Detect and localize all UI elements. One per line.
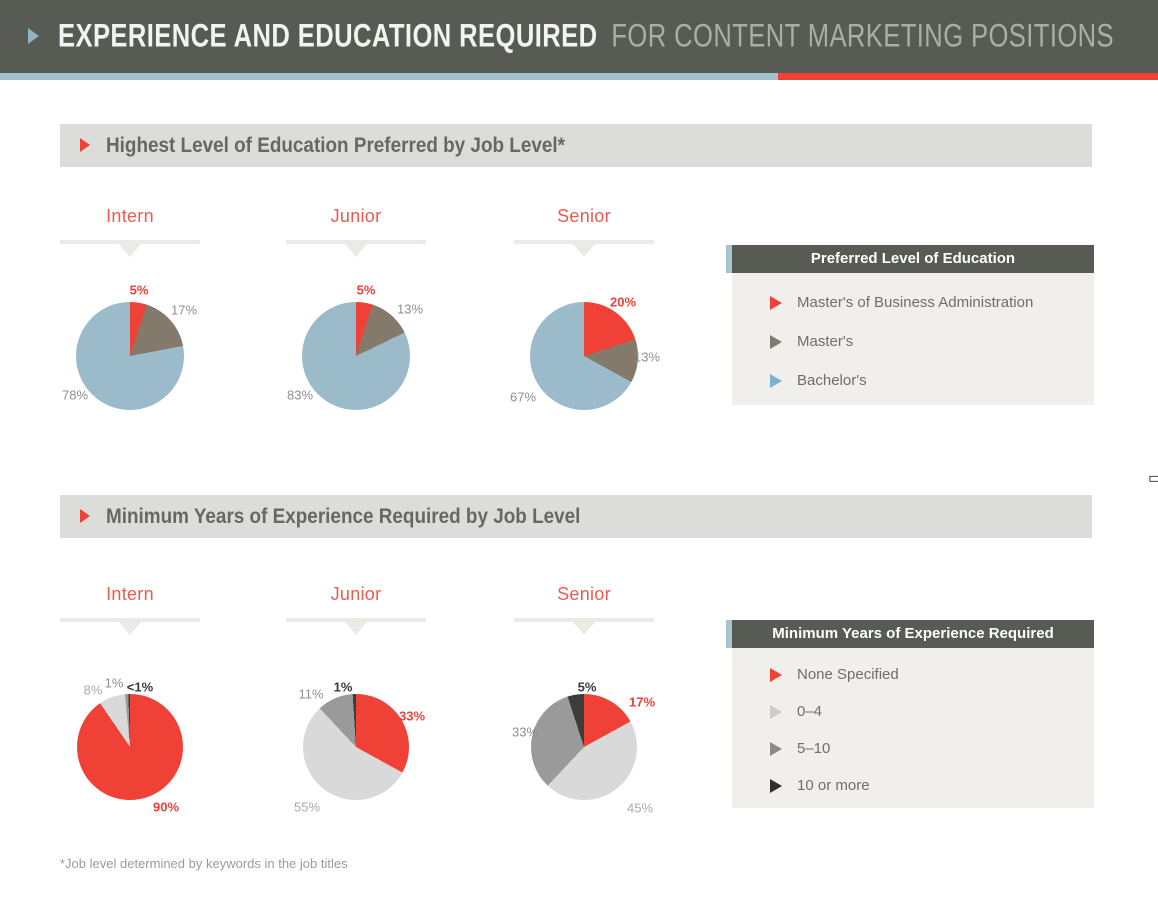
legend-accent-strip	[726, 620, 732, 648]
section-heading-education: Highest Level of Education Preferred by …	[60, 124, 1092, 167]
legend-item-label: Bachelor's	[797, 372, 867, 389]
section-heading-text: Highest Level of Education Preferred by …	[106, 133, 565, 157]
pie-slice-label: 1%	[104, 675, 124, 691]
legend-item: Bachelor's	[732, 361, 1094, 400]
pointer-divider	[286, 240, 426, 257]
legend-header: Preferred Level of Education	[726, 245, 1094, 273]
pointer-arrow-icon	[119, 622, 141, 635]
pointer-divider	[286, 618, 426, 635]
triangle-marker-icon	[770, 373, 782, 388]
section-heading-experience: Minimum Years of Experience Required by …	[60, 495, 1092, 538]
legend-item: 0–4	[732, 693, 1094, 730]
triangle-marker-icon	[770, 295, 782, 310]
pointer-arrow-icon	[345, 244, 367, 257]
pie-slice-label: 13%	[633, 349, 661, 365]
footnote: *Job level determined by keywords in the…	[60, 856, 348, 871]
triangle-marker-icon	[770, 704, 782, 719]
pointer-divider	[514, 618, 654, 635]
job-level-title: Junior	[330, 206, 382, 226]
pointer-divider	[60, 618, 200, 635]
header-underline-red	[778, 73, 1158, 80]
job-level-title: Intern	[106, 206, 154, 226]
pie-chart-experience-intern: Intern 90% 8% 1% <1%	[20, 583, 240, 823]
job-level-title: Senior	[557, 206, 611, 226]
page-title-bold: EXPERIENCE AND EDUCATION REQUIRED	[58, 17, 598, 54]
pie	[302, 302, 410, 410]
legend-item-label: 5–10	[797, 740, 831, 757]
legend-item: Master's of Business Administration	[732, 283, 1094, 322]
pointer-arrow-icon	[345, 622, 367, 635]
legend-body: Master's of Business Administration Mast…	[732, 273, 1094, 405]
legend-title: Preferred Level of Education	[732, 245, 1094, 273]
legend-item-label: None Specified	[797, 666, 899, 683]
pie	[530, 302, 638, 410]
pie-slice-label: 11%	[298, 686, 324, 702]
pie-slice-label: 13%	[396, 301, 424, 317]
legend-education: Preferred Level of Education Master's of…	[726, 245, 1094, 405]
section-heading-text: Minimum Years of Experience Required by …	[106, 504, 581, 528]
pie-slice-label: 17%	[628, 694, 656, 710]
legend-item: 5–10	[732, 730, 1094, 767]
page-title: EXPERIENCE AND EDUCATION REQUIRED FOR CO…	[58, 18, 1114, 55]
triangle-marker-icon	[770, 741, 782, 756]
main-header: EXPERIENCE AND EDUCATION REQUIRED FOR CO…	[0, 0, 1158, 73]
pie-slice-label: 5%	[356, 282, 376, 298]
job-level-title: Intern	[106, 584, 154, 604]
header-triangle-icon	[28, 28, 39, 44]
pie-slice-label: 5%	[577, 679, 597, 695]
pie-slice-label: 83%	[286, 387, 314, 403]
header-underline-blue	[0, 73, 778, 80]
job-level-title: Senior	[557, 584, 611, 604]
pie-slice-label: 17%	[170, 302, 198, 318]
legend-item-label: 0–4	[797, 703, 823, 720]
legend-title: Minimum Years of Experience Required	[732, 620, 1094, 648]
pie-slice-label: 55%	[293, 799, 321, 815]
pie-slice-label: 33%	[398, 708, 426, 724]
pie	[77, 694, 183, 800]
missing-glyph-artifact: ▭	[1148, 470, 1158, 487]
triangle-marker-icon	[770, 334, 782, 349]
page-title-light: FOR CONTENT MARKETING POSITIONS	[611, 17, 1115, 54]
pie-slice-label: 90%	[152, 799, 180, 815]
legend-item: Master's	[732, 322, 1094, 361]
triangle-marker-icon	[770, 667, 782, 682]
legend-item-label: 10 or more	[797, 777, 870, 794]
pie-chart-education-senior: Senior 20% 13% 67%	[474, 205, 694, 445]
pie-slice-label: 33%	[511, 724, 539, 740]
pie-slice-label: 67%	[509, 389, 537, 405]
triangle-marker-icon	[770, 778, 782, 793]
pie-slice-label: <1%	[126, 679, 154, 695]
pie-chart-education-intern: Intern 5% 17% 78%	[20, 205, 240, 445]
section-triangle-icon	[80, 138, 90, 152]
pie-slice-label: 20%	[609, 294, 637, 310]
pie	[303, 694, 409, 800]
pointer-arrow-icon	[573, 244, 595, 257]
legend-item: None Specified	[732, 656, 1094, 693]
pie	[76, 302, 184, 410]
legend-header: Minimum Years of Experience Required	[726, 620, 1094, 648]
legend-experience: Minimum Years of Experience Required Non…	[726, 620, 1094, 808]
pie-chart-experience-senior: Senior 17% 45% 33% 5%	[474, 583, 694, 823]
pie-slice-label: 5%	[129, 282, 149, 298]
pointer-arrow-icon	[119, 244, 141, 257]
pie-slice-label: 1%	[333, 679, 353, 695]
legend-item-label: Master's of Business Administration	[797, 294, 1034, 311]
pie-chart-education-junior: Junior 5% 13% 83%	[246, 205, 466, 445]
section-triangle-icon	[80, 509, 90, 523]
legend-item-label: Master's	[797, 333, 854, 350]
legend-accent-strip	[726, 245, 732, 273]
pointer-divider	[514, 240, 654, 257]
pointer-divider	[60, 240, 200, 257]
pie	[531, 694, 637, 800]
job-level-title: Junior	[330, 584, 382, 604]
pointer-arrow-icon	[573, 622, 595, 635]
pie-slice-label: 78%	[61, 387, 89, 403]
pie-slice-label: 45%	[626, 800, 654, 816]
pie-chart-experience-junior: Junior 33% 55% 11% 1%	[246, 583, 466, 823]
pie-slice-label: 8%	[83, 682, 103, 698]
legend-body: None Specified 0–4 5–10 10 or more	[732, 648, 1094, 808]
legend-item: 10 or more	[732, 767, 1094, 804]
